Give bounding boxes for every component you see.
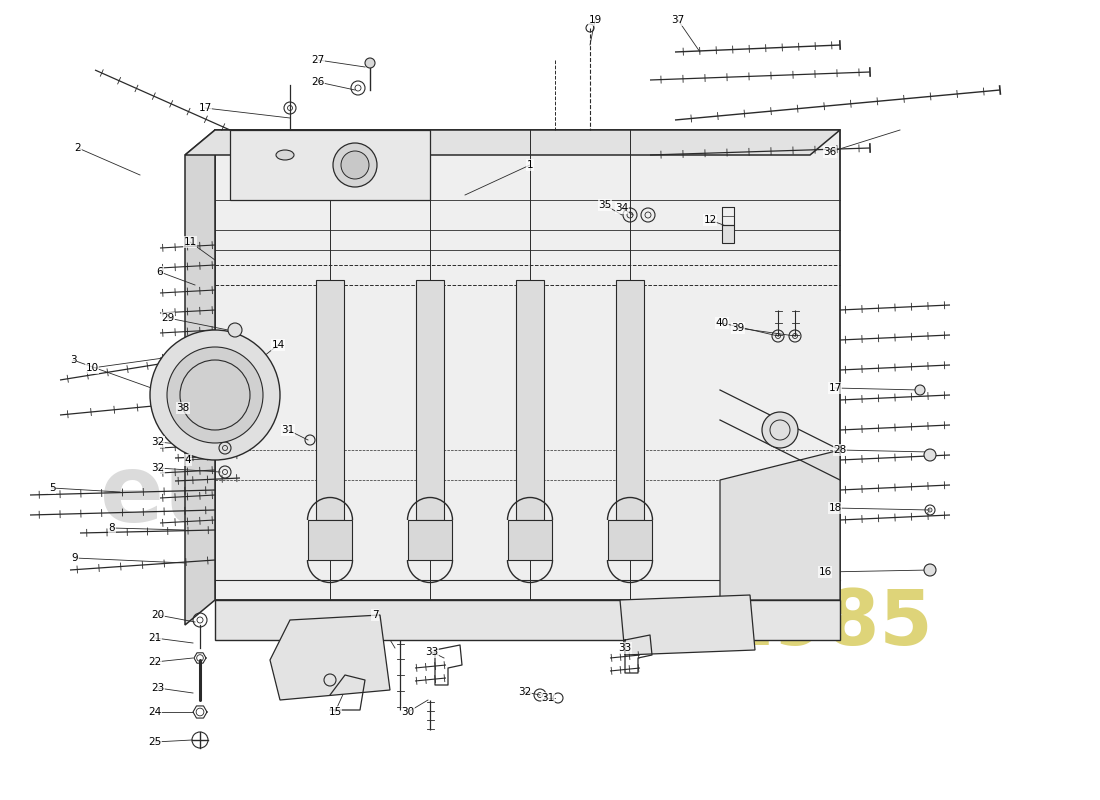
- Polygon shape: [416, 280, 444, 520]
- Polygon shape: [616, 280, 644, 520]
- Text: 17: 17: [198, 103, 211, 113]
- Polygon shape: [185, 130, 214, 625]
- Text: 15: 15: [329, 707, 342, 717]
- Polygon shape: [508, 520, 552, 560]
- Text: 33: 33: [426, 647, 439, 657]
- Text: 35: 35: [598, 200, 612, 210]
- Text: 26: 26: [311, 77, 324, 87]
- Text: 22: 22: [148, 657, 162, 667]
- Text: 7: 7: [372, 610, 378, 620]
- Text: 23: 23: [152, 683, 165, 693]
- Text: 32: 32: [152, 463, 165, 473]
- Circle shape: [924, 564, 936, 576]
- Polygon shape: [620, 595, 755, 655]
- Text: a passion for: a passion for: [200, 557, 450, 595]
- Text: 31: 31: [282, 425, 295, 435]
- Text: 8: 8: [109, 523, 116, 533]
- Text: 17: 17: [828, 383, 842, 393]
- Text: 16: 16: [818, 567, 832, 577]
- Text: 11: 11: [184, 237, 197, 247]
- Circle shape: [228, 323, 242, 337]
- Text: 21: 21: [148, 633, 162, 643]
- Text: europes: europes: [100, 450, 531, 542]
- Text: 4: 4: [185, 455, 191, 465]
- Polygon shape: [516, 280, 544, 520]
- Text: 25: 25: [148, 737, 162, 747]
- Polygon shape: [185, 130, 840, 155]
- Text: 6: 6: [156, 267, 163, 277]
- Bar: [722, 225, 734, 243]
- Text: 3: 3: [69, 355, 76, 365]
- Polygon shape: [230, 130, 430, 200]
- Text: 1: 1: [527, 160, 534, 170]
- Polygon shape: [408, 520, 452, 560]
- Text: 14: 14: [272, 340, 285, 350]
- Text: 36: 36: [824, 147, 837, 157]
- Circle shape: [924, 449, 936, 461]
- Circle shape: [762, 412, 798, 448]
- Circle shape: [365, 58, 375, 68]
- Text: 33: 33: [618, 643, 631, 653]
- Text: 37: 37: [671, 15, 684, 25]
- Text: 1985: 1985: [720, 587, 933, 661]
- Text: 28: 28: [834, 445, 847, 455]
- Polygon shape: [214, 600, 840, 640]
- Polygon shape: [308, 520, 352, 560]
- Text: since: since: [620, 535, 714, 569]
- Polygon shape: [608, 520, 652, 560]
- Text: 27: 27: [311, 55, 324, 65]
- Polygon shape: [270, 615, 390, 700]
- Text: 20: 20: [152, 610, 165, 620]
- Circle shape: [150, 330, 280, 460]
- Text: 29: 29: [162, 313, 175, 323]
- Text: 18: 18: [828, 503, 842, 513]
- Text: 32: 32: [152, 437, 165, 447]
- Text: 10: 10: [86, 363, 99, 373]
- Text: 34: 34: [615, 203, 628, 213]
- Text: 32: 32: [518, 687, 531, 697]
- Ellipse shape: [276, 150, 294, 160]
- Text: 40: 40: [715, 318, 728, 328]
- Circle shape: [341, 151, 368, 179]
- Text: 30: 30: [402, 707, 415, 717]
- Text: 38: 38: [176, 403, 189, 413]
- Polygon shape: [316, 280, 344, 520]
- Circle shape: [167, 347, 263, 443]
- Circle shape: [333, 143, 377, 187]
- Text: 2: 2: [75, 143, 81, 153]
- Circle shape: [915, 385, 925, 395]
- Text: 39: 39: [732, 323, 745, 333]
- Text: 31: 31: [541, 693, 554, 703]
- Polygon shape: [720, 450, 840, 600]
- Polygon shape: [214, 130, 840, 600]
- Text: 12: 12: [703, 215, 716, 225]
- Text: 5: 5: [48, 483, 55, 493]
- Text: 9: 9: [72, 553, 78, 563]
- Text: 24: 24: [148, 707, 162, 717]
- Text: 19: 19: [588, 15, 602, 25]
